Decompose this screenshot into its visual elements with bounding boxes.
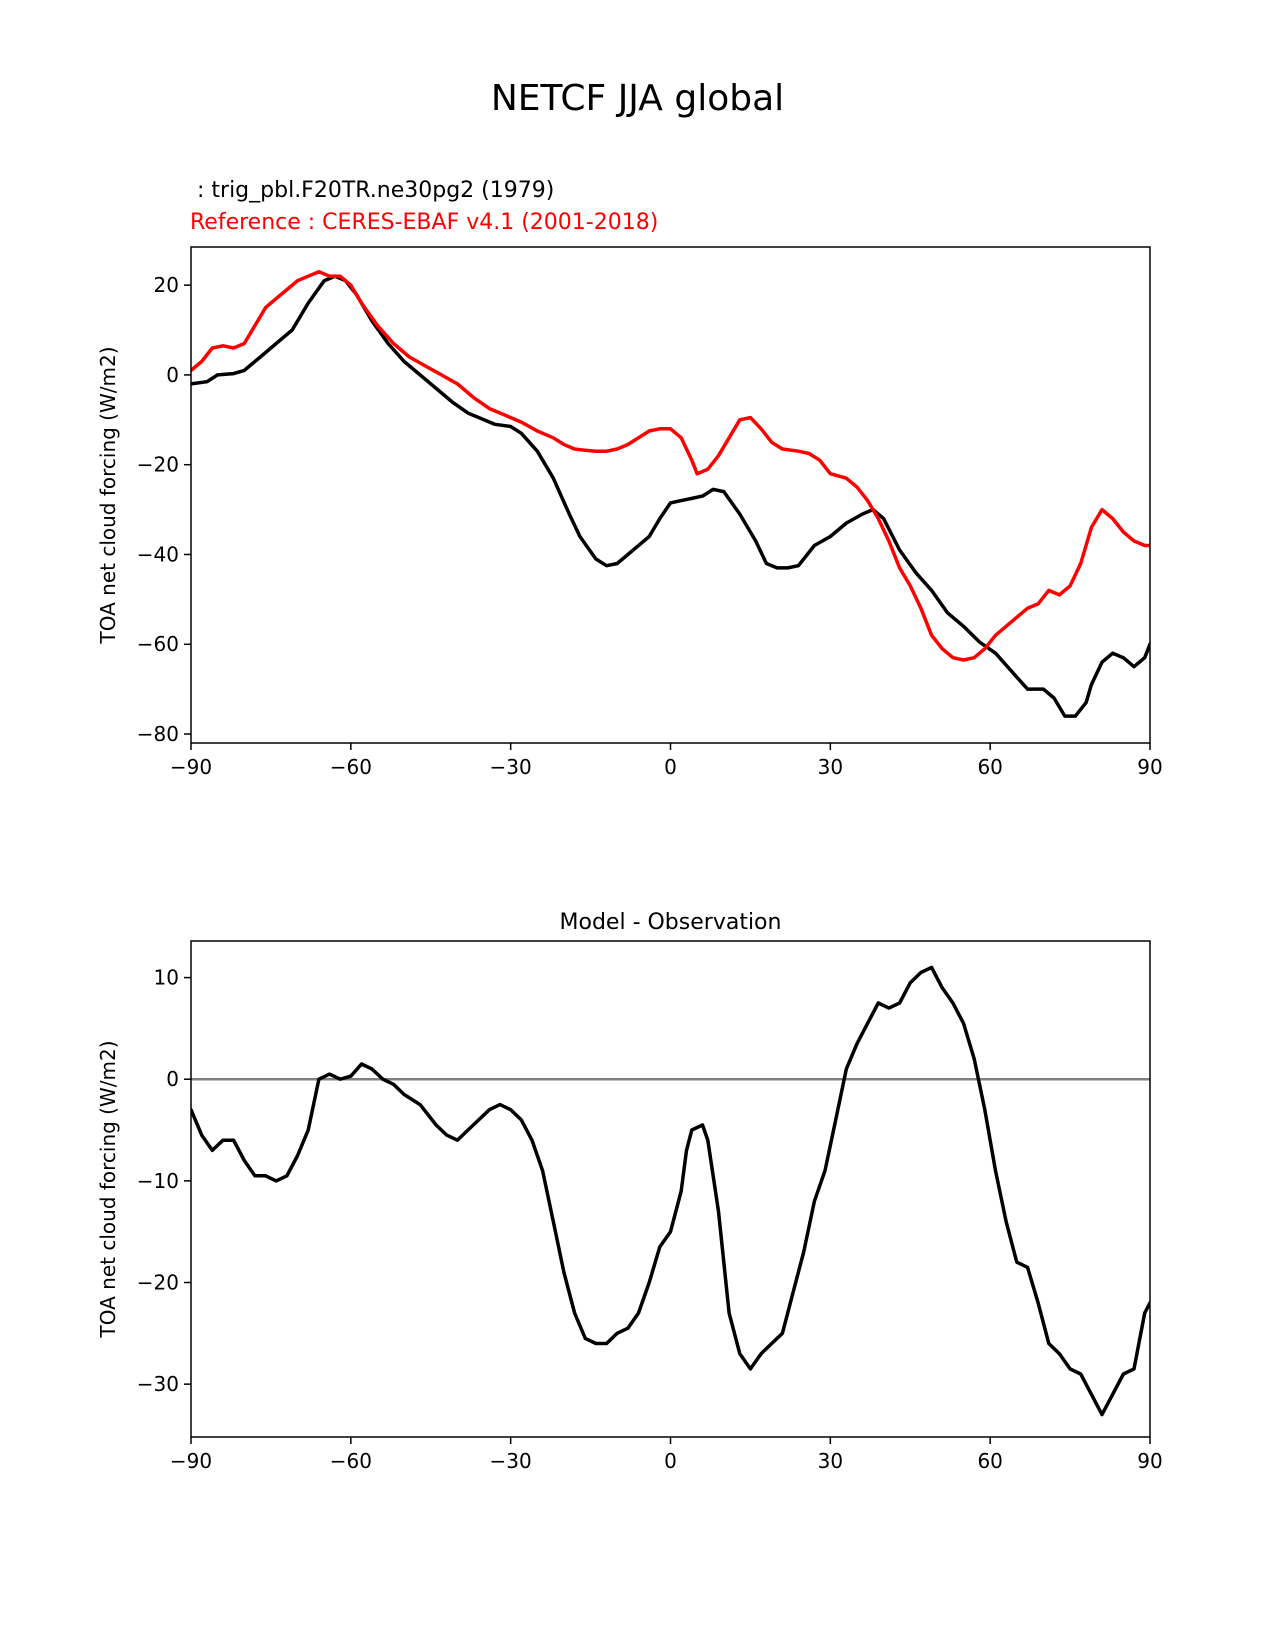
y-tick-label: −40 xyxy=(137,542,179,566)
y-tick-label: −30 xyxy=(137,1372,179,1396)
x-tick-label: 90 xyxy=(1137,1449,1162,1473)
x-tick-label: −90 xyxy=(170,1449,212,1473)
axes-frame xyxy=(190,940,1151,1438)
top-panel: −90 −60 −30 0 30 60 90 −80 −60 −40 −20 0 20 TOA net c… xyxy=(96,246,1163,779)
y-tick-label: −60 xyxy=(137,632,179,656)
x-tick-label: −60 xyxy=(330,755,372,779)
test-series-line xyxy=(191,965,1150,1417)
x-tick-label: 30 xyxy=(818,1449,843,1473)
y-tick-label: −10 xyxy=(137,1169,179,1193)
test-run-label: : trig_pbl.F20TR.ne30pg2 (1979) xyxy=(190,178,554,203)
reference-series-line xyxy=(191,269,1150,662)
test-series-line xyxy=(191,274,1150,718)
y-tick-label: 0 xyxy=(166,363,179,387)
y-tick-label: −20 xyxy=(137,453,179,477)
y-tick-label: 10 xyxy=(154,966,179,990)
x-tick-label: 60 xyxy=(977,1449,1002,1473)
x-tick-label: −90 xyxy=(170,755,212,779)
y-tick-label: −80 xyxy=(137,722,179,746)
x-tick-label: −60 xyxy=(330,1449,372,1473)
x-tick-label: 90 xyxy=(1137,755,1162,779)
y-tick-label: −20 xyxy=(137,1271,179,1295)
y-tick-label: 20 xyxy=(154,273,179,297)
difference-panel: Model - Observation −90 −60 −30 0 30 60 90 −30 −2… xyxy=(96,910,1163,1473)
y-tick-label: 0 xyxy=(166,1067,179,1091)
panel-title: Model - Observation xyxy=(560,910,782,935)
y-axis-label: TOA net cloud forcing (W/m2) xyxy=(96,1040,120,1338)
x-tick-label: 60 xyxy=(977,755,1002,779)
reference-label: Reference : CERES-EBAF v4.1 (2001-2018) xyxy=(190,210,658,235)
axes-frame xyxy=(190,246,1151,744)
figure-title: NETCF JJA global xyxy=(491,78,784,119)
x-tick-label: 30 xyxy=(818,755,843,779)
x-tick-label: 0 xyxy=(664,1449,677,1473)
x-tick-label: 0 xyxy=(664,755,677,779)
y-axis-label: TOA net cloud forcing (W/m2) xyxy=(96,346,120,644)
x-tick-label: −30 xyxy=(490,1449,532,1473)
x-tick-label: −30 xyxy=(490,755,532,779)
